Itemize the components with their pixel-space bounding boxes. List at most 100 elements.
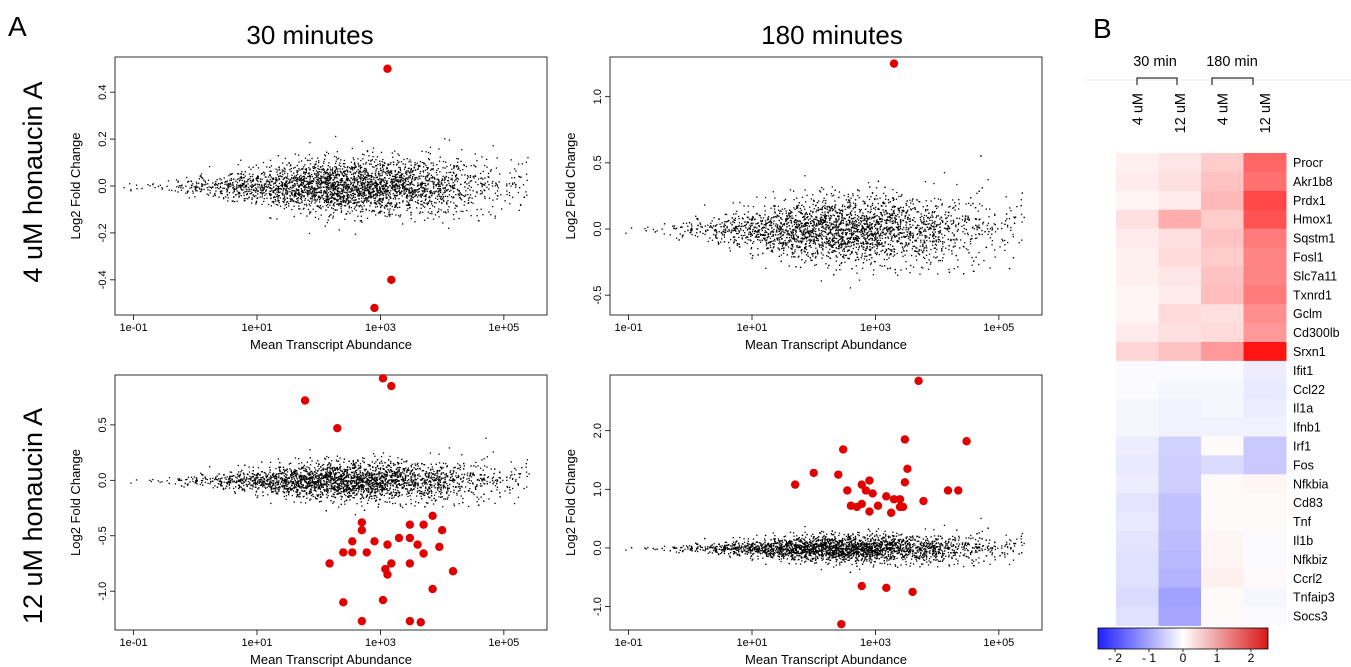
data-point	[316, 205, 319, 208]
data-point	[214, 194, 216, 197]
data-point	[356, 205, 358, 207]
data-point	[378, 200, 380, 202]
data-point	[246, 194, 248, 196]
data-point	[387, 163, 390, 165]
data-point	[348, 186, 350, 189]
data-point	[345, 185, 347, 187]
data-point	[175, 179, 178, 181]
data-point	[469, 196, 471, 199]
data-point	[850, 242, 853, 244]
data-point	[820, 216, 822, 218]
data-point	[318, 168, 320, 171]
scatter-4um-30min: 1e-01 1e+01 1e+03 1e+05-0.4-0.20.00.20.4Mea…	[68, 56, 548, 352]
data-point	[279, 175, 281, 177]
data-point	[389, 204, 391, 206]
data-point	[309, 213, 311, 215]
data-point	[336, 200, 338, 202]
data-point	[353, 182, 356, 184]
data-point	[506, 193, 508, 196]
data-point	[446, 165, 448, 168]
data-point	[452, 196, 455, 198]
data-point	[971, 238, 973, 240]
data-point	[810, 235, 812, 238]
data-point	[451, 179, 453, 181]
data-point	[387, 193, 389, 195]
data-point	[876, 237, 878, 239]
data-point	[417, 199, 419, 201]
data-point	[363, 154, 365, 156]
data-point	[396, 180, 398, 183]
data-point	[440, 195, 442, 198]
data-point	[278, 185, 280, 188]
data-point	[358, 172, 360, 175]
data-point	[748, 218, 751, 220]
data-point	[344, 191, 346, 193]
data-point	[232, 192, 234, 194]
data-point	[147, 184, 149, 186]
data-point	[421, 187, 424, 189]
data-point	[286, 193, 288, 195]
data-point	[728, 220, 730, 222]
data-point	[303, 189, 305, 191]
data-point	[721, 238, 723, 240]
data-point	[432, 185, 435, 188]
data-point	[381, 170, 383, 172]
data-point	[757, 230, 759, 232]
data-point	[796, 207, 798, 210]
data-point	[424, 184, 426, 186]
data-point	[868, 224, 870, 226]
panel-label-a: A	[8, 11, 27, 42]
data-point	[342, 201, 344, 203]
data-point	[384, 215, 386, 217]
data-point	[354, 189, 356, 191]
data-point	[842, 228, 844, 231]
data-point	[858, 237, 861, 239]
data-point	[845, 246, 848, 248]
data-point	[829, 237, 831, 239]
data-point	[886, 253, 888, 255]
data-point	[803, 219, 805, 221]
data-point	[303, 179, 305, 182]
data-point	[346, 194, 348, 196]
data-point	[455, 204, 457, 207]
data-point	[332, 189, 335, 191]
data-point	[326, 198, 328, 201]
data-point	[406, 209, 408, 212]
data-point	[371, 175, 373, 177]
data-point	[456, 205, 458, 208]
data-point	[210, 186, 212, 188]
data-point	[773, 205, 775, 208]
data-point	[366, 217, 369, 219]
data-point	[388, 210, 390, 212]
data-point	[342, 200, 344, 202]
data-point	[437, 210, 440, 212]
data-point	[941, 249, 943, 251]
data-point	[349, 200, 351, 202]
data-point	[324, 182, 326, 184]
data-point	[438, 183, 440, 186]
data-point	[427, 151, 430, 154]
data-point	[426, 166, 428, 168]
data-point	[765, 231, 767, 233]
data-point	[912, 232, 914, 234]
data-point	[386, 196, 388, 199]
data-point	[177, 191, 179, 193]
data-point	[384, 192, 386, 195]
data-point	[519, 187, 521, 189]
data-point	[437, 198, 439, 200]
data-point	[388, 214, 390, 216]
data-point	[394, 150, 396, 152]
data-point	[1016, 206, 1018, 208]
data-point	[687, 225, 689, 227]
data-point	[869, 233, 871, 236]
data-point	[376, 156, 379, 158]
data-point	[284, 185, 286, 187]
data-point	[861, 215, 863, 217]
data-point	[495, 182, 497, 184]
data-point	[951, 232, 954, 234]
data-point	[326, 193, 328, 196]
data-point	[453, 191, 455, 193]
data-point	[831, 186, 833, 188]
data-point	[410, 212, 412, 214]
data-point	[899, 220, 902, 222]
